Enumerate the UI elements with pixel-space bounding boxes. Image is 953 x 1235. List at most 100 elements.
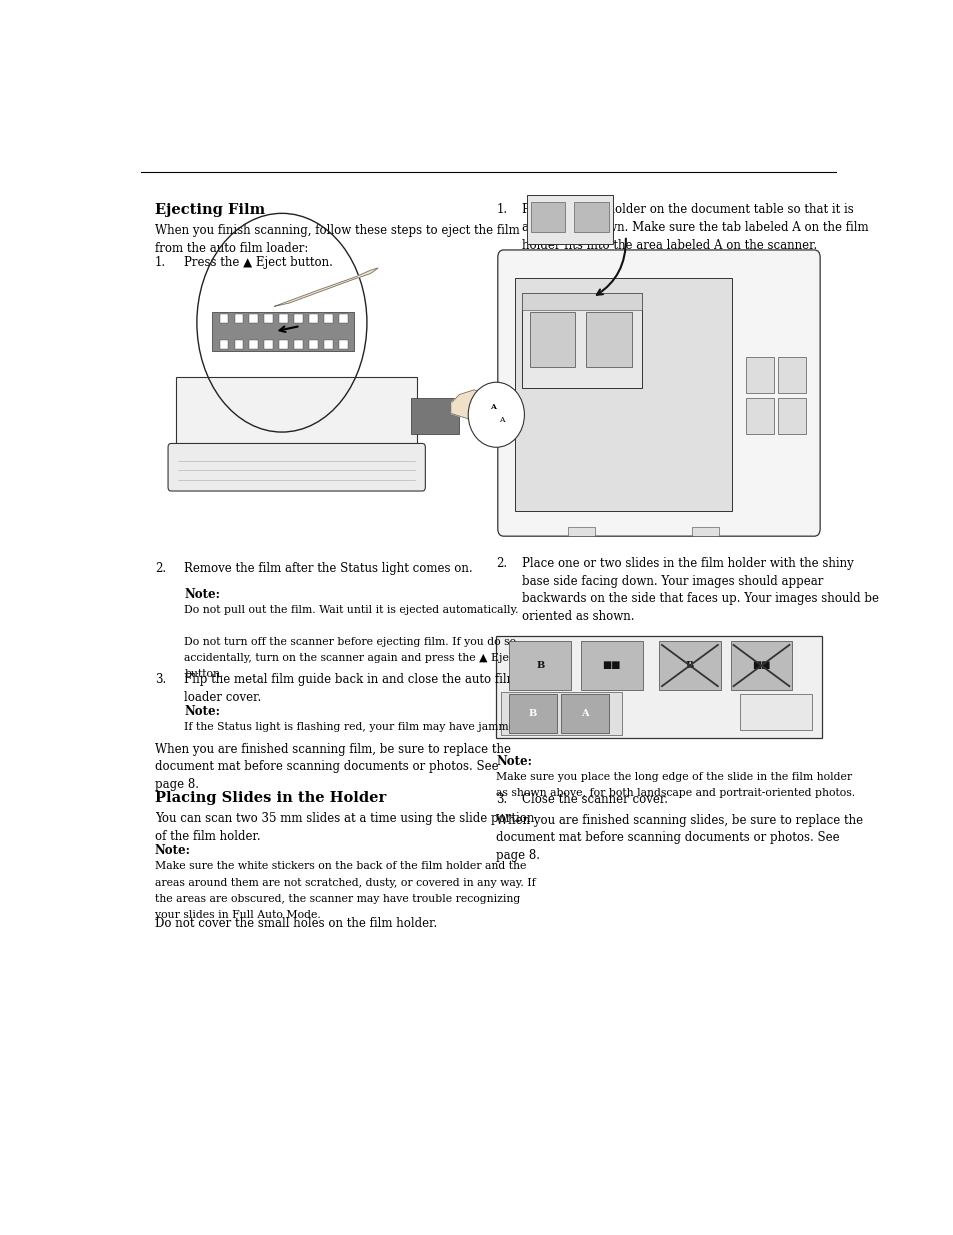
Text: Do not turn off the scanner before ejecting film. If you do so: Do not turn off the scanner before eject… — [184, 637, 516, 647]
Bar — [219, 341, 228, 348]
Text: base side facing down. Your images should appear: base side facing down. Your images shoul… — [521, 574, 822, 588]
Text: page 8.: page 8. — [154, 778, 198, 790]
Text: Press the ▲ Eject button.: Press the ▲ Eject button. — [184, 256, 333, 269]
Text: button.: button. — [184, 669, 223, 679]
Text: Place one or two slides in the film holder with the shiny: Place one or two slides in the film hold… — [521, 557, 853, 571]
Text: 2.: 2. — [154, 562, 166, 574]
Text: B: B — [536, 661, 544, 671]
Text: backwards on the side that faces up. Your images should be: backwards on the side that faces up. You… — [521, 593, 879, 605]
Text: oriented as shown.: oriented as shown. — [521, 610, 634, 622]
Text: If the Status light is flashing red, your film may have jammed.: If the Status light is flashing red, you… — [184, 721, 525, 731]
Text: Ejecting Film: Ejecting Film — [154, 204, 265, 217]
Bar — [250, 341, 258, 348]
Text: areas around them are not scratched, dusty, or covered in any way. If: areas around them are not scratched, dus… — [154, 878, 535, 888]
Text: When you finish scanning, follow these steps to eject the film: When you finish scanning, follow these s… — [154, 225, 519, 237]
Text: 2.: 2. — [496, 557, 507, 571]
Bar — [777, 398, 804, 433]
FancyBboxPatch shape — [659, 641, 720, 690]
Bar — [279, 341, 288, 348]
Bar — [294, 314, 303, 322]
Text: page 8.: page 8. — [496, 848, 539, 862]
Text: 3.: 3. — [154, 673, 166, 687]
Text: Note:: Note: — [184, 588, 220, 600]
Ellipse shape — [468, 382, 524, 447]
Text: as shown above, for both landscape and portrait-oriented photos.: as shown above, for both landscape and p… — [496, 788, 855, 798]
Bar — [509, 694, 556, 734]
Bar — [740, 694, 811, 730]
Text: Make sure you place the long edge of the slide in the film holder: Make sure you place the long edge of the… — [496, 772, 852, 782]
Text: 3.: 3. — [496, 793, 507, 806]
Bar — [560, 694, 608, 734]
Text: When you are finished scanning slides, be sure to replace the: When you are finished scanning slides, b… — [496, 814, 862, 827]
Bar — [309, 314, 317, 322]
FancyBboxPatch shape — [580, 641, 642, 690]
Text: 1.: 1. — [496, 204, 507, 216]
Text: from the auto film loader:: from the auto film loader: — [154, 242, 308, 254]
FancyBboxPatch shape — [509, 641, 571, 690]
Bar — [574, 203, 608, 232]
FancyBboxPatch shape — [730, 641, 792, 690]
Bar — [500, 692, 621, 735]
Bar — [692, 526, 719, 536]
Bar — [567, 526, 594, 536]
Text: A: A — [499, 416, 504, 425]
FancyBboxPatch shape — [497, 249, 820, 536]
Text: Place the film holder on the document table so that it is: Place the film holder on the document ta… — [521, 204, 853, 216]
Bar — [250, 314, 258, 322]
Bar — [324, 314, 333, 322]
Bar — [529, 311, 575, 367]
Text: Do not pull out the film. Wait until it is ejected automatically.: Do not pull out the film. Wait until it … — [184, 605, 518, 615]
FancyBboxPatch shape — [521, 293, 641, 388]
Text: You can scan two 35 mm slides at a time using the slide portion: You can scan two 35 mm slides at a time … — [154, 811, 534, 825]
Text: Flip the metal film guide back in and close the auto film: Flip the metal film guide back in and cl… — [184, 673, 517, 687]
Text: ■■: ■■ — [602, 661, 620, 671]
Text: of the film holder.: of the film holder. — [154, 830, 260, 842]
Bar — [294, 341, 303, 348]
Text: Close the scanner cover.: Close the scanner cover. — [521, 793, 667, 806]
Text: document mat before scanning documents or photos. See: document mat before scanning documents o… — [496, 831, 839, 845]
Bar — [279, 314, 288, 322]
Text: Note:: Note: — [496, 755, 532, 768]
Bar — [234, 314, 243, 322]
Bar — [234, 341, 243, 348]
FancyBboxPatch shape — [526, 195, 613, 245]
Text: 1.: 1. — [154, 256, 166, 269]
Text: accidentally, turn on the scanner again and press the ▲ Eject: accidentally, turn on the scanner again … — [184, 653, 518, 663]
Bar — [411, 398, 459, 433]
Text: Placing Slides in the Holder: Placing Slides in the Holder — [154, 792, 386, 805]
Bar — [585, 311, 631, 367]
Bar — [219, 314, 228, 322]
Text: A: A — [489, 403, 495, 411]
Text: Do not cover the small holes on the film holder.: Do not cover the small holes on the film… — [154, 916, 436, 930]
Bar — [745, 398, 773, 433]
Text: document mat before scanning documents or photos. See: document mat before scanning documents o… — [154, 760, 497, 773]
Text: holder fits into the area labeled ​A​ on the scanner.: holder fits into the area labeled ​A​ on… — [521, 238, 817, 252]
FancyBboxPatch shape — [176, 377, 416, 454]
Text: aligned as shown. Make sure the tab labeled ​A​ on the film: aligned as shown. Make sure the tab labe… — [521, 221, 868, 233]
Bar — [264, 314, 273, 322]
Bar — [745, 357, 773, 393]
Bar — [339, 314, 348, 322]
Bar — [521, 293, 641, 310]
Text: When you are finished scanning film, be sure to replace the: When you are finished scanning film, be … — [154, 742, 510, 756]
Polygon shape — [274, 268, 377, 306]
Text: Note:: Note: — [184, 704, 220, 718]
Text: Make sure the white stickers on the back of the film holder and the: Make sure the white stickers on the back… — [154, 862, 525, 872]
Polygon shape — [452, 390, 488, 424]
Text: A: A — [580, 709, 588, 719]
Text: the areas are obscured, the scanner may have trouble recognizing: the areas are obscured, the scanner may … — [154, 894, 519, 904]
Text: B: B — [685, 661, 693, 671]
Text: your slides in Full Auto Mode.: your slides in Full Auto Mode. — [154, 910, 320, 920]
FancyBboxPatch shape — [496, 636, 821, 737]
Text: B: B — [528, 709, 537, 719]
Bar — [339, 341, 348, 348]
Text: Remove the film after the Status light comes on.: Remove the film after the Status light c… — [184, 562, 473, 574]
Bar — [264, 341, 273, 348]
Text: Note:: Note: — [154, 845, 191, 857]
FancyBboxPatch shape — [168, 443, 425, 492]
FancyBboxPatch shape — [515, 278, 731, 511]
Text: ■■: ■■ — [751, 661, 770, 671]
Bar — [212, 312, 354, 351]
Bar — [777, 357, 804, 393]
Bar — [530, 203, 564, 232]
